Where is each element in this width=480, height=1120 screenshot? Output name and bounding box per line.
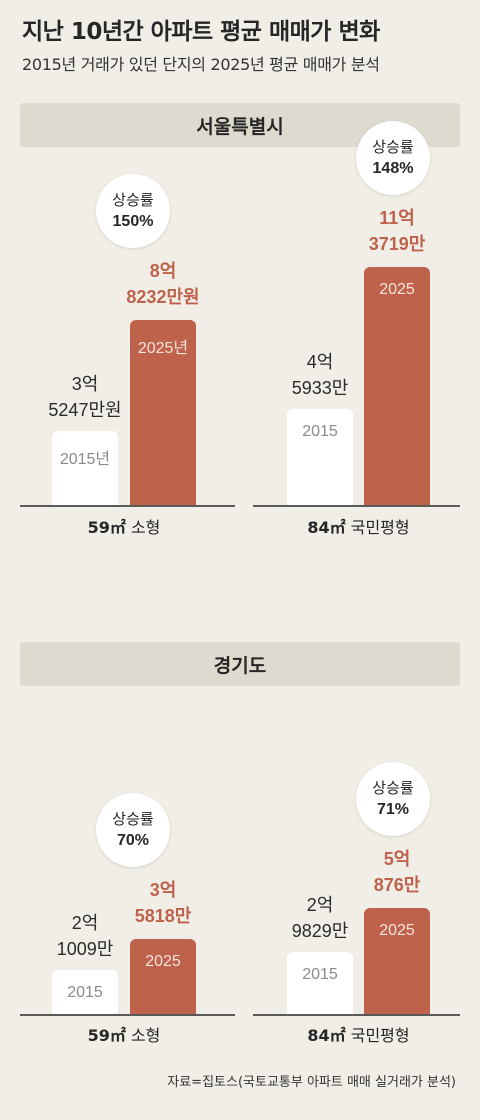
rate-label: 상승률 xyxy=(112,810,154,828)
bar-2015: 2015 xyxy=(287,952,353,1014)
chart-title: 지난 10년간 아파트 평균 매매가 변화 xyxy=(22,19,380,45)
value-line: 5억 xyxy=(383,849,411,869)
rate-bubble: 상승률 71% xyxy=(356,762,430,836)
rate-value: 70% xyxy=(116,832,150,849)
bar-2025: 2025 xyxy=(364,908,430,1014)
rate-bubble: 상승률 150% xyxy=(96,174,170,248)
group-label-type: 국민평형 xyxy=(350,1026,410,1045)
value-line: 3719만 xyxy=(368,234,426,254)
value-line: 2억 xyxy=(306,895,334,915)
group-label: 59㎡ 소형 xyxy=(44,514,204,538)
value-line: 11억 xyxy=(379,208,415,228)
bar-2025-label: 2025 xyxy=(379,922,415,939)
value-line: 3억 xyxy=(71,374,99,394)
bar-2015-label: 2015 xyxy=(302,966,338,983)
value-line: 5818만 xyxy=(134,906,192,926)
group-label-size: 59㎡ xyxy=(87,518,126,537)
value-label-2025: 11억 3719만 xyxy=(337,205,457,257)
value-label-2015: 3억 5247만원 xyxy=(25,371,145,423)
group-label-type: 국민평형 xyxy=(350,518,410,537)
rate-value: 71% xyxy=(376,801,410,818)
group-label-type: 소형 xyxy=(130,1026,161,1045)
group-label-size: 84㎡ xyxy=(307,518,346,537)
bar-2015-label: 2015 xyxy=(67,984,103,1001)
group-label: 84㎡ 국민평형 xyxy=(279,1022,439,1046)
value-label-2015: 4억 5933만 xyxy=(260,349,380,401)
bar-2025: 2025 xyxy=(130,939,196,1014)
rate-label: 상승률 xyxy=(112,191,154,209)
bar-2025-label: 2025년 xyxy=(137,340,189,357)
bar-2025: 2025 xyxy=(364,267,430,505)
axis-baseline xyxy=(253,1014,460,1016)
value-line: 4억 xyxy=(306,352,334,372)
value-label-2025: 8억 8232만원 xyxy=(103,258,223,310)
value-line: 1009만 xyxy=(56,939,114,959)
value-line: 876만 xyxy=(373,875,421,895)
group-label-size: 84㎡ xyxy=(307,1026,346,1045)
bar-2015-label: 2015년 xyxy=(59,451,111,468)
value-line: 5247만원 xyxy=(48,400,122,420)
rate-bubble: 상승률 148% xyxy=(356,121,430,195)
value-label-2015: 2억 1009만 xyxy=(25,910,145,962)
value-label-2025: 5억 876만 xyxy=(337,846,457,898)
axis-baseline xyxy=(253,505,460,507)
axis-baseline xyxy=(20,1014,235,1016)
bar-2015: 2015 xyxy=(52,970,118,1014)
value-label-2015: 2억 9829만 xyxy=(260,892,380,944)
bar-2015: 2015년 xyxy=(52,431,118,505)
value-line: 3억 xyxy=(149,880,177,900)
value-line: 8232만원 xyxy=(126,287,200,307)
rate-value: 150% xyxy=(112,213,154,230)
value-line: 5933만 xyxy=(291,378,349,398)
group-label: 59㎡ 소형 xyxy=(44,1022,204,1046)
rate-label: 상승률 xyxy=(372,138,414,156)
rate-value: 148% xyxy=(372,160,414,177)
bar-2025-label: 2025 xyxy=(145,953,181,970)
value-label-2025: 3억 5818만 xyxy=(103,877,223,929)
bar-2015-label: 2015 xyxy=(302,423,338,440)
rate-label: 상승률 xyxy=(372,779,414,797)
value-line: 9829만 xyxy=(291,921,349,941)
value-line: 2억 xyxy=(71,913,99,933)
region-header: 경기도 xyxy=(20,642,460,686)
axis-baseline xyxy=(20,505,235,507)
chart-subtitle: 2015년 거래가 있던 단지의 2025년 평균 매매가 분석 xyxy=(22,55,380,74)
bar-2025: 2025년 xyxy=(130,320,196,505)
bar-2015: 2015 xyxy=(287,409,353,505)
group-label: 84㎡ 국민평형 xyxy=(279,514,439,538)
group-label-type: 소형 xyxy=(130,518,161,537)
rate-bubble: 상승률 70% xyxy=(96,793,170,867)
bar-2025-label: 2025 xyxy=(379,281,415,298)
value-line: 8억 xyxy=(149,261,177,281)
source-note: 자료=집토스(국토교통부 아파트 매매 실거래가 분석) xyxy=(167,1075,456,1090)
group-label-size: 59㎡ xyxy=(87,1026,126,1045)
